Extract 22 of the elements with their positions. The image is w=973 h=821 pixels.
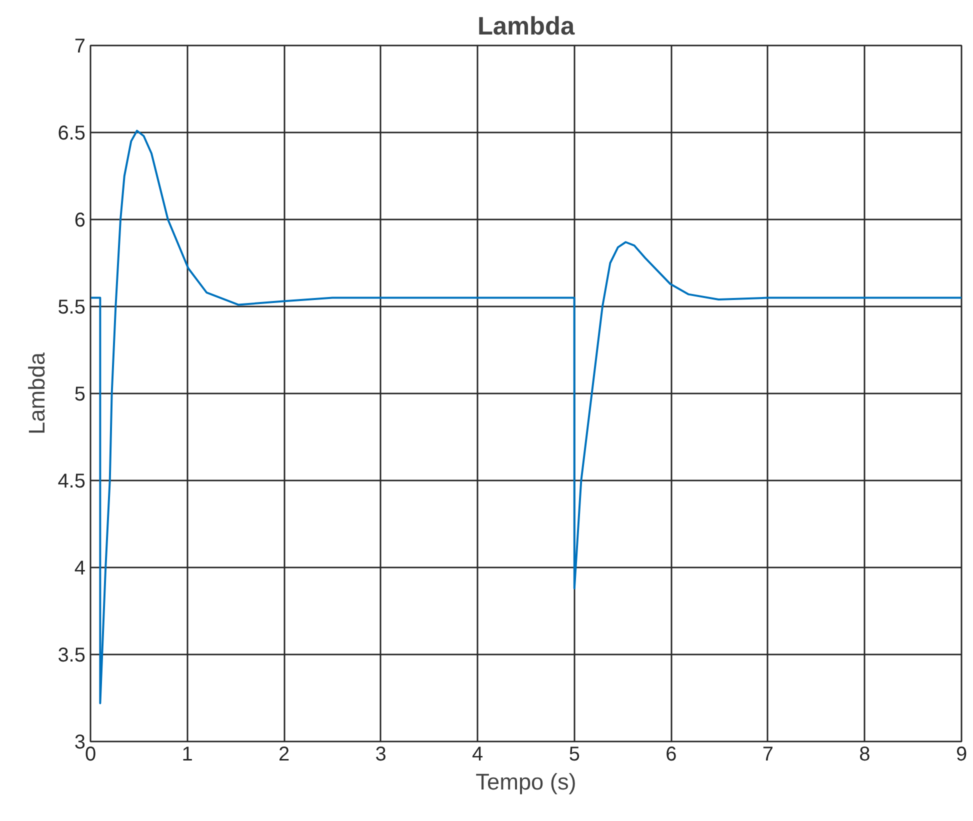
y-tick-label: 5 [74, 384, 86, 406]
x-tick-label: 5 [568, 744, 580, 766]
y-tick-label: 4.5 [58, 470, 86, 492]
x-tick-label: 8 [859, 744, 870, 766]
chart-title: Lambda [477, 12, 576, 40]
y-tick-label: 6.5 [58, 122, 86, 144]
y-tick-label: 5.5 [58, 296, 86, 318]
y-axis-title: Lambda [24, 352, 50, 434]
x-tick-label: 1 [182, 744, 193, 766]
y-tick-label: 7 [74, 36, 86, 58]
x-tick-label: 4 [472, 744, 484, 766]
x-tick-label: 2 [278, 744, 290, 766]
y-tick-label: 3.5 [58, 644, 86, 666]
y-tick-label: 4 [74, 558, 86, 580]
x-tick-label: 9 [956, 744, 968, 766]
line-series [90, 130, 962, 704]
x-tick-label: 7 [762, 744, 774, 766]
x-tick-label: 3 [375, 744, 386, 766]
x-tick-label: 6 [666, 744, 677, 766]
x-tick-label: 0 [84, 744, 96, 766]
y-tick-label: 6 [74, 210, 86, 232]
x-axis-title: Tempo (s) [476, 768, 576, 794]
